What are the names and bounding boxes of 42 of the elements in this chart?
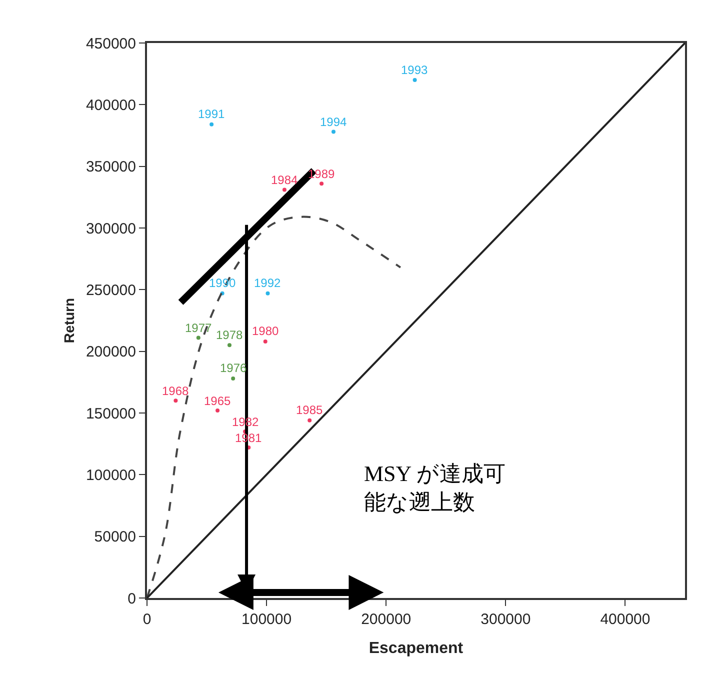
point (227, 343, 232, 348)
annotation: 1992 (254, 276, 282, 290)
point (320, 182, 324, 186)
annotation: 1984 (271, 173, 298, 187)
y-axis-title: Return (61, 298, 78, 344)
y-tick-label: 100000 (86, 466, 136, 484)
point (308, 418, 312, 422)
annotation: 1994 (320, 115, 348, 129)
annotation: MSY が達成可能な遡上数 (364, 461, 506, 515)
x-tick-label: 0 (142, 611, 152, 628)
y-tick-label: 200000 (86, 344, 136, 361)
point (216, 408, 220, 413)
point (332, 130, 336, 134)
annotation: 1991 (198, 107, 226, 121)
point (263, 339, 268, 344)
annotation: 1965 (204, 394, 232, 408)
y-tick-label: 300000 (86, 220, 136, 238)
y-tick-label: 0 (128, 590, 136, 608)
point (231, 376, 236, 380)
x-tick-label: 300000 (480, 611, 531, 628)
annotation: 1980 (252, 324, 280, 338)
x-tick-label: 100000 (242, 611, 292, 628)
y-tick-label: 450000 (86, 35, 136, 52)
point (174, 398, 178, 403)
y-tick-label: 50000 (94, 528, 136, 546)
point (266, 291, 270, 296)
y-tick-label: 150000 (86, 405, 136, 422)
annotation: 1990 (209, 276, 236, 290)
point (210, 122, 214, 126)
y-tick-label: 350000 (86, 158, 136, 176)
annotation: 1978 (216, 328, 244, 342)
point (282, 188, 286, 192)
y-tick-label: 400000 (86, 96, 136, 114)
y-tick-label: 250000 (86, 282, 136, 299)
point (412, 78, 417, 82)
annotation: 1968 (162, 384, 190, 398)
x-tick-label: 400000 (600, 611, 650, 628)
x-tick-label: 200000 (361, 611, 412, 628)
annotation: 1993 (401, 63, 428, 77)
annotation: 1985 (296, 403, 324, 417)
point (196, 336, 200, 340)
x-axis-title: Escapement (368, 640, 464, 658)
